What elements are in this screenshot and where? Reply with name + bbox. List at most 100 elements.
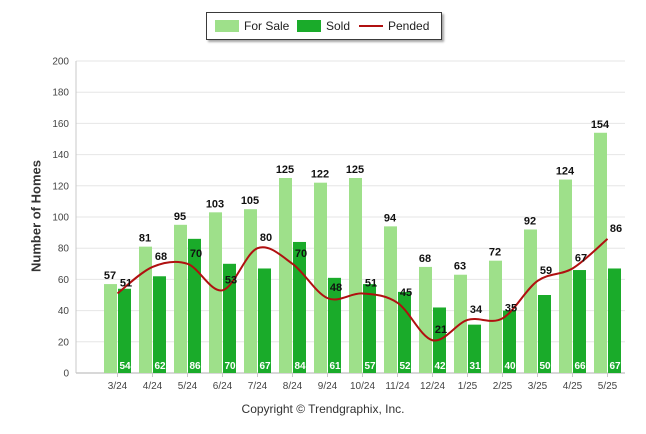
data-label-for-sale: 125 (276, 164, 294, 176)
bar-sold[interactable] (258, 268, 271, 373)
bar-for-sale[interactable] (559, 179, 572, 373)
bar-sold[interactable] (293, 241, 306, 373)
x-tick-label: 1/25 (458, 381, 478, 392)
y-tick-label: 100 (52, 213, 69, 224)
data-label-for-sale: 124 (556, 166, 575, 178)
data-label-pended: 80 (260, 232, 272, 244)
data-label-for-sale: 105 (241, 195, 259, 207)
bar-for-sale[interactable] (349, 178, 362, 373)
y-tick-label: 20 (58, 337, 70, 348)
data-label-for-sale: 57 (104, 270, 116, 282)
legend-label-pended: Pended (388, 19, 430, 33)
x-tick-label: 11/24 (385, 381, 410, 392)
bar-for-sale[interactable] (419, 266, 432, 373)
data-label-sold: 42 (434, 361, 446, 372)
legend-item-for-sale[interactable]: For Sale (215, 19, 289, 33)
bar-for-sale[interactable] (489, 260, 502, 373)
data-label-sold: 84 (294, 361, 306, 372)
data-label-pended: 86 (610, 223, 622, 235)
bar-sold[interactable] (573, 270, 586, 373)
data-label-sold: 67 (609, 361, 621, 372)
data-label-for-sale: 72 (489, 247, 501, 259)
data-label-pended: 67 (575, 252, 587, 264)
data-label-for-sale: 154 (591, 119, 610, 131)
x-tick-label: 10/24 (350, 381, 375, 392)
x-tick-label: 5/24 (178, 381, 198, 392)
data-label-for-sale: 103 (206, 198, 224, 210)
bar-sold[interactable] (223, 263, 236, 373)
x-tick-label: 3/25 (528, 381, 548, 392)
legend-label-sold: Sold (326, 19, 351, 33)
x-tick-label: 7/24 (248, 381, 268, 392)
legend-line-pended (359, 25, 383, 27)
y-tick-label: 200 (52, 57, 69, 68)
data-label-sold: 86 (189, 361, 201, 372)
bar-for-sale[interactable] (104, 284, 117, 373)
bar-sold[interactable] (468, 324, 481, 373)
bar-for-sale[interactable] (244, 209, 257, 373)
y-tick-label: 40 (58, 306, 70, 317)
data-label-pended: 70 (190, 248, 202, 260)
bar-sold[interactable] (538, 295, 551, 373)
y-tick-label: 80 (58, 244, 70, 255)
data-label-for-sale: 68 (419, 253, 431, 265)
data-label-for-sale: 81 (139, 233, 151, 245)
y-tick-label: 140 (52, 150, 69, 161)
data-label-for-sale: 125 (346, 164, 364, 176)
data-label-pended: 48 (330, 282, 342, 294)
data-label-for-sale: 92 (524, 215, 536, 227)
x-tick-label: 8/24 (283, 381, 303, 392)
data-label-pended: 70 (295, 248, 307, 260)
data-label-pended: 21 (435, 324, 447, 336)
x-tick-label: 5/25 (598, 381, 618, 392)
bar-for-sale[interactable] (139, 246, 152, 373)
bar-for-sale[interactable] (174, 224, 187, 373)
bar-sold[interactable] (153, 276, 166, 373)
x-tick-label: 4/24 (143, 381, 163, 392)
bar-sold[interactable] (363, 284, 376, 373)
data-label-sold: 40 (504, 361, 516, 372)
y-tick-label: 180 (52, 88, 69, 99)
bar-sold[interactable] (328, 277, 341, 373)
bar-sold[interactable] (608, 268, 621, 373)
legend-swatch-for-sale (215, 20, 239, 32)
x-tick-label: 9/24 (318, 381, 338, 392)
y-tick-label: 0 (63, 369, 69, 380)
bar-sold[interactable] (503, 310, 516, 373)
data-label-for-sale: 94 (384, 212, 397, 224)
legend-item-pended[interactable]: Pended (359, 19, 429, 33)
bar-for-sale[interactable] (594, 132, 607, 373)
data-label-for-sale: 122 (311, 169, 329, 181)
data-label-pended: 51 (120, 277, 132, 289)
x-tick-label: 6/24 (213, 381, 233, 392)
bar-for-sale[interactable] (279, 178, 292, 373)
data-label-pended: 68 (155, 251, 167, 263)
data-label-for-sale: 95 (174, 211, 186, 223)
data-label-pended: 45 (400, 287, 412, 299)
y-tick-label: 60 (58, 275, 70, 286)
bar-for-sale[interactable] (314, 182, 327, 373)
copyright-text: Copyright © Trendgraphix, Inc. (241, 402, 405, 416)
data-label-sold: 54 (119, 361, 131, 372)
legend: For Sale Sold Pended (206, 12, 442, 40)
data-label-pended: 51 (365, 277, 377, 289)
data-label-sold: 31 (469, 361, 481, 372)
data-label-sold: 67 (259, 361, 271, 372)
data-label-pended: 35 (505, 302, 517, 314)
data-label-sold: 66 (574, 361, 586, 372)
data-label-sold: 52 (399, 361, 411, 372)
data-label-pended: 34 (470, 304, 483, 316)
data-label-sold: 57 (364, 361, 376, 372)
data-label-for-sale: 63 (454, 261, 466, 273)
y-axis-label: Number of Homes (28, 160, 44, 272)
bar-sold[interactable] (118, 288, 131, 373)
y-tick-label: 160 (52, 119, 69, 130)
legend-item-sold[interactable]: Sold (297, 19, 350, 33)
data-label-pended: 53 (225, 274, 237, 286)
bar-for-sale[interactable] (209, 212, 222, 373)
bar-for-sale[interactable] (524, 229, 537, 373)
y-tick-label: 120 (52, 181, 69, 192)
x-tick-label: 12/24 (420, 381, 445, 392)
line-pended[interactable] (116, 238, 609, 342)
